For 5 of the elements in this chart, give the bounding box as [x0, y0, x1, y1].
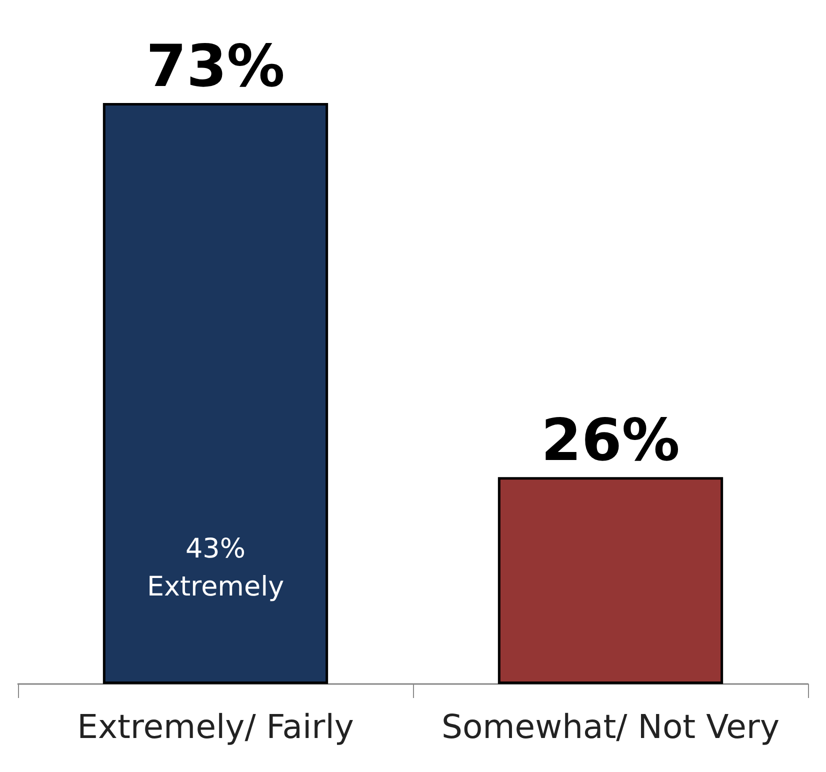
data-label: 26%	[541, 406, 680, 474]
x-tick-label: Somewhat/ Not Very	[442, 707, 780, 746]
x-tick-label: Extremely/ Fairly	[77, 707, 354, 746]
annotation: 43% Extremely	[146, 533, 284, 602]
data-label: 73%	[146, 32, 285, 100]
